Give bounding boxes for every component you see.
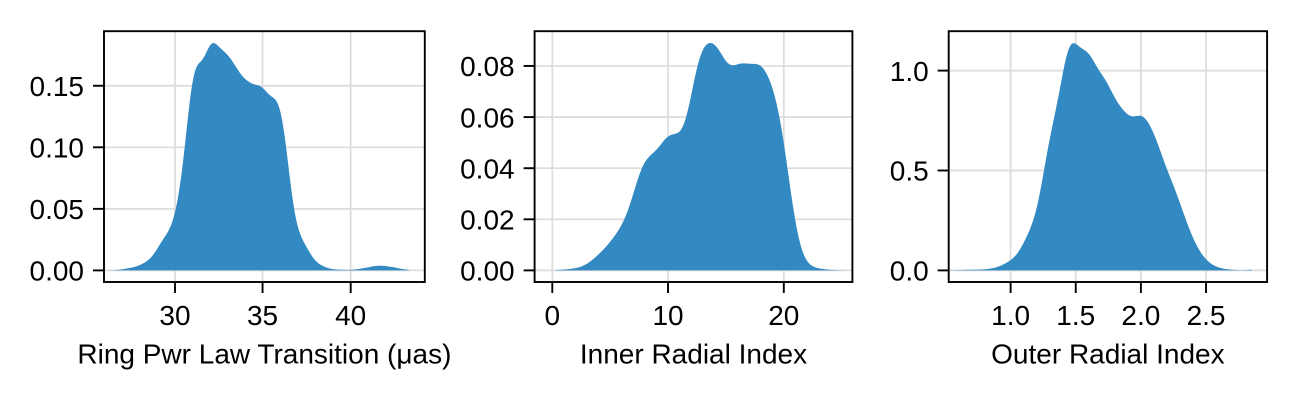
svg-text:0.00: 0.00 — [30, 256, 85, 287]
svg-text:0.04: 0.04 — [460, 153, 515, 184]
svg-text:30: 30 — [159, 300, 190, 331]
svg-text:1.0: 1.0 — [991, 300, 1030, 331]
svg-text:20: 20 — [768, 300, 799, 331]
svg-text:0.15: 0.15 — [30, 71, 85, 102]
svg-text:1.5: 1.5 — [1056, 300, 1095, 331]
svg-text:2.5: 2.5 — [1187, 300, 1226, 331]
svg-text:0.05: 0.05 — [30, 194, 85, 225]
svg-text:0.0: 0.0 — [890, 256, 929, 287]
svg-text:0.02: 0.02 — [460, 205, 515, 236]
svg-text:Outer Radial Index: Outer Radial Index — [991, 339, 1224, 370]
svg-text:0.00: 0.00 — [460, 256, 515, 287]
svg-text:0.5: 0.5 — [890, 156, 929, 187]
svg-text:Inner Radial Index: Inner Radial Index — [580, 339, 807, 370]
svg-text:1.0: 1.0 — [890, 56, 929, 87]
svg-text:10: 10 — [652, 300, 683, 331]
svg-text:2.0: 2.0 — [1121, 300, 1160, 331]
svg-text:Ring Pwr Law Transition (μas): Ring Pwr Law Transition (μas) — [77, 339, 451, 370]
svg-text:0.10: 0.10 — [30, 133, 85, 164]
svg-text:0: 0 — [545, 300, 561, 331]
svg-text:0.06: 0.06 — [460, 102, 515, 133]
svg-text:35: 35 — [247, 300, 278, 331]
svg-text:40: 40 — [335, 300, 366, 331]
svg-text:0.08: 0.08 — [460, 51, 515, 82]
